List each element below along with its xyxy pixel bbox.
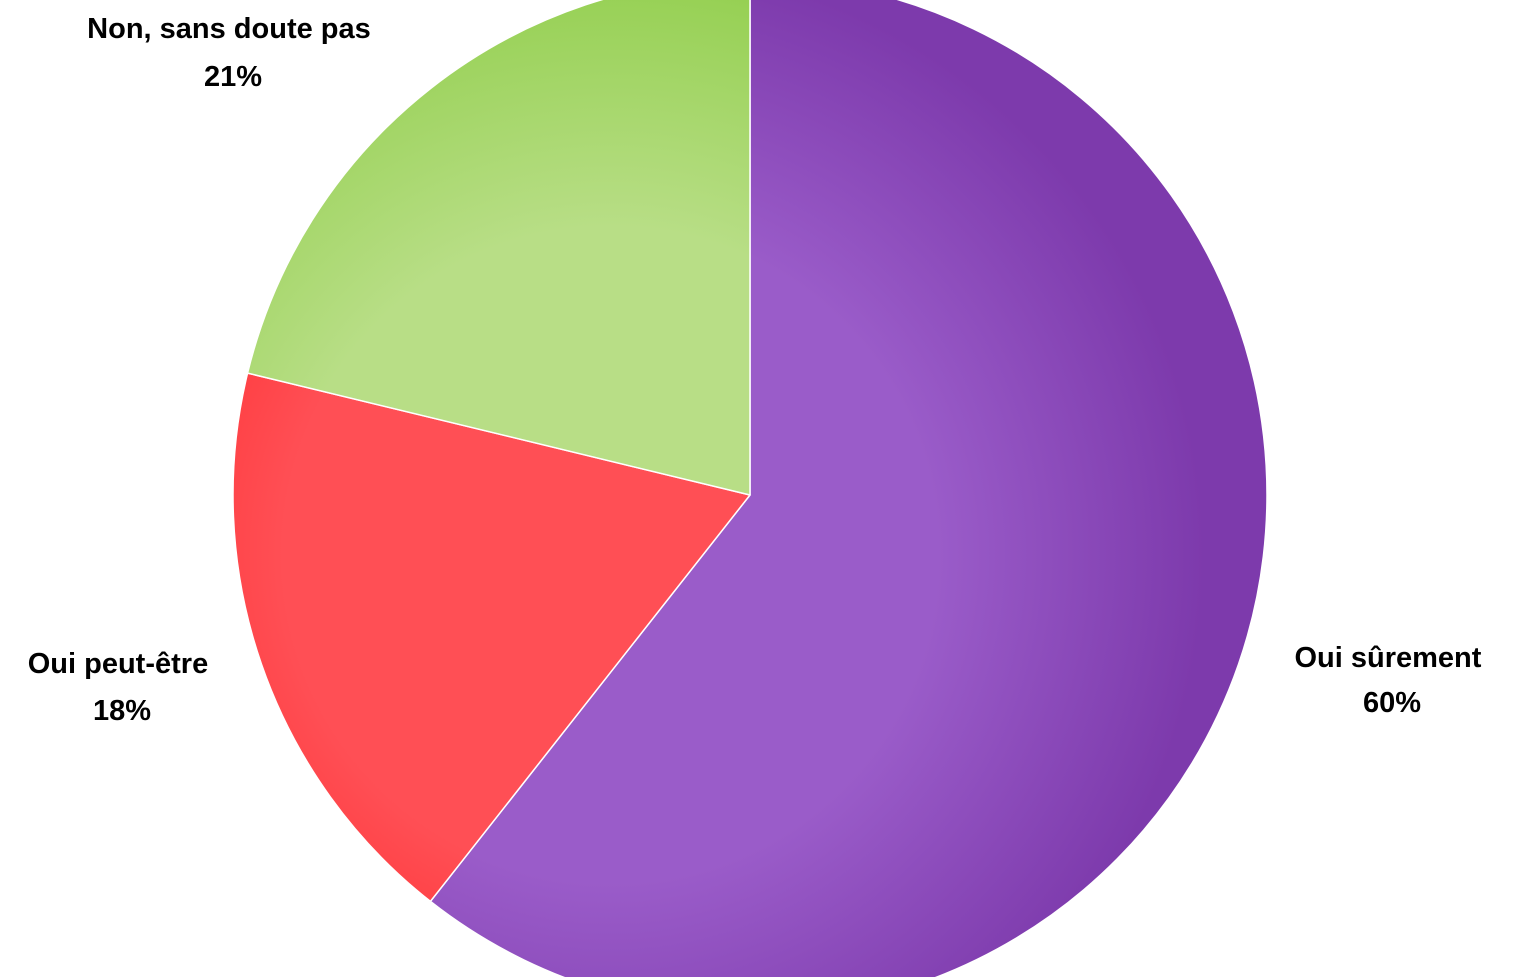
pie-slice-non-sans-doute-pas [246, 0, 751, 496]
slice-label-non-sans-doute-pas: Non, sans doute pas 21% [87, 13, 379, 93]
pie-slice-oui-surement [429, 0, 1268, 977]
slice-label-oui-surement: Oui sûrement 60% [1295, 642, 1490, 719]
pie-slices [232, 0, 1268, 977]
pie-labels: Oui sûrement 60% Oui peut-être 18% Non, … [28, 13, 1490, 727]
pie-slice-oui-peut-etre [232, 372, 751, 903]
slice-label-oui-peut-etre: Oui peut-être 18% [28, 648, 217, 727]
